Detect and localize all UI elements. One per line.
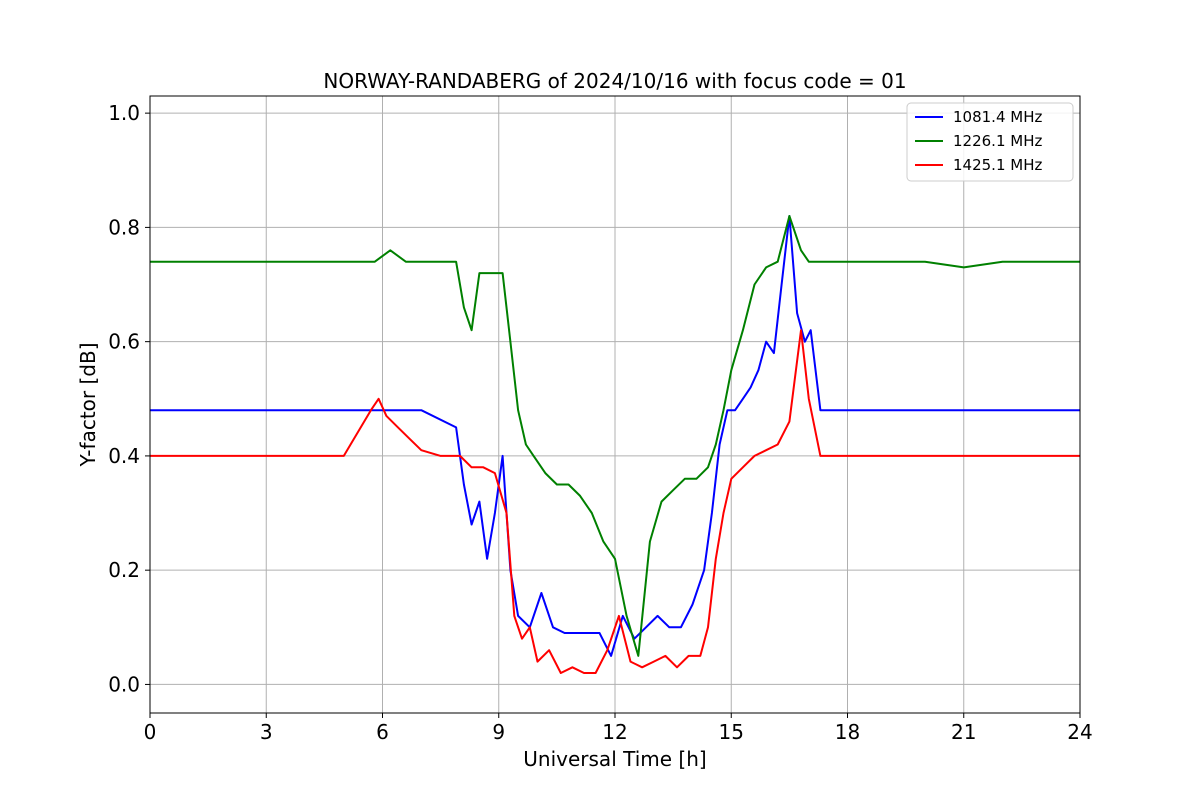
y-tick-label: 0.8 bbox=[108, 215, 140, 239]
legend-label: 1425.1 MHz bbox=[953, 156, 1042, 174]
legend-label: 1226.1 MHz bbox=[953, 132, 1042, 150]
legend-label: 1081.4 MHz bbox=[953, 108, 1042, 126]
legend: 1081.4 MHz 1226.1 MHz 1425.1 MHz bbox=[906, 102, 1074, 182]
series-line-2 bbox=[150, 215, 1080, 657]
x-axis-label: Universal Time [h] bbox=[523, 747, 706, 771]
series-line-1 bbox=[150, 215, 1080, 657]
series-layer bbox=[150, 215, 1080, 674]
y-tick-label: 0.2 bbox=[108, 558, 140, 582]
legend-box bbox=[906, 102, 1074, 182]
x-tick-label: 18 bbox=[835, 720, 860, 744]
tick-layer: 0 3 6 9 12 15 18 21 24 0.0 0.2 0.4 0.6 0.8 1.0 bbox=[108, 101, 1093, 744]
x-tick-label: 21 bbox=[951, 720, 976, 744]
x-tick-label: 24 bbox=[1067, 720, 1092, 744]
chart-title: NORWAY-RANDABERG of 2024/10/16 with focu… bbox=[323, 69, 906, 93]
x-tick-label: 15 bbox=[719, 720, 744, 744]
series-line-3 bbox=[150, 329, 1080, 674]
y-axis-label: Y-factor [dB] bbox=[76, 342, 100, 467]
x-tick-label: 0 bbox=[144, 720, 157, 744]
y-tick-label: 0.6 bbox=[108, 330, 140, 354]
x-tick-label: 6 bbox=[376, 720, 389, 744]
y-tick-label: 1.0 bbox=[108, 101, 140, 125]
x-tick-label: 12 bbox=[602, 720, 627, 744]
y-tick-label: 0.0 bbox=[108, 672, 140, 696]
y-tick-label: 0.4 bbox=[108, 444, 140, 468]
x-tick-label: 9 bbox=[492, 720, 505, 744]
grid-layer bbox=[149, 96, 1081, 713]
x-tick-label: 3 bbox=[260, 720, 273, 744]
